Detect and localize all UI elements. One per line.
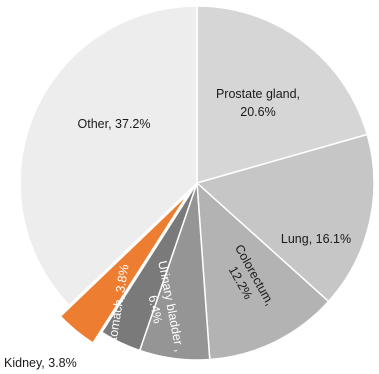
slice-label-0: Prostate gland, 20.6% (216, 87, 300, 119)
pie-slice-0 (196, 5, 369, 184)
pie-slice-5 (59, 193, 189, 345)
pie-slice-4 (100, 182, 198, 352)
slice-label-6: Other, 37.2% (78, 117, 151, 131)
pie-slice-2 (196, 181, 330, 361)
slice-label-1: Lung, 16.1% (281, 232, 351, 246)
pie-slice-6 (19, 5, 198, 307)
slice-label-5: Kidney, 3.8% (4, 356, 77, 370)
pie-slices (19, 5, 375, 361)
pie-slice-1 (195, 133, 375, 303)
